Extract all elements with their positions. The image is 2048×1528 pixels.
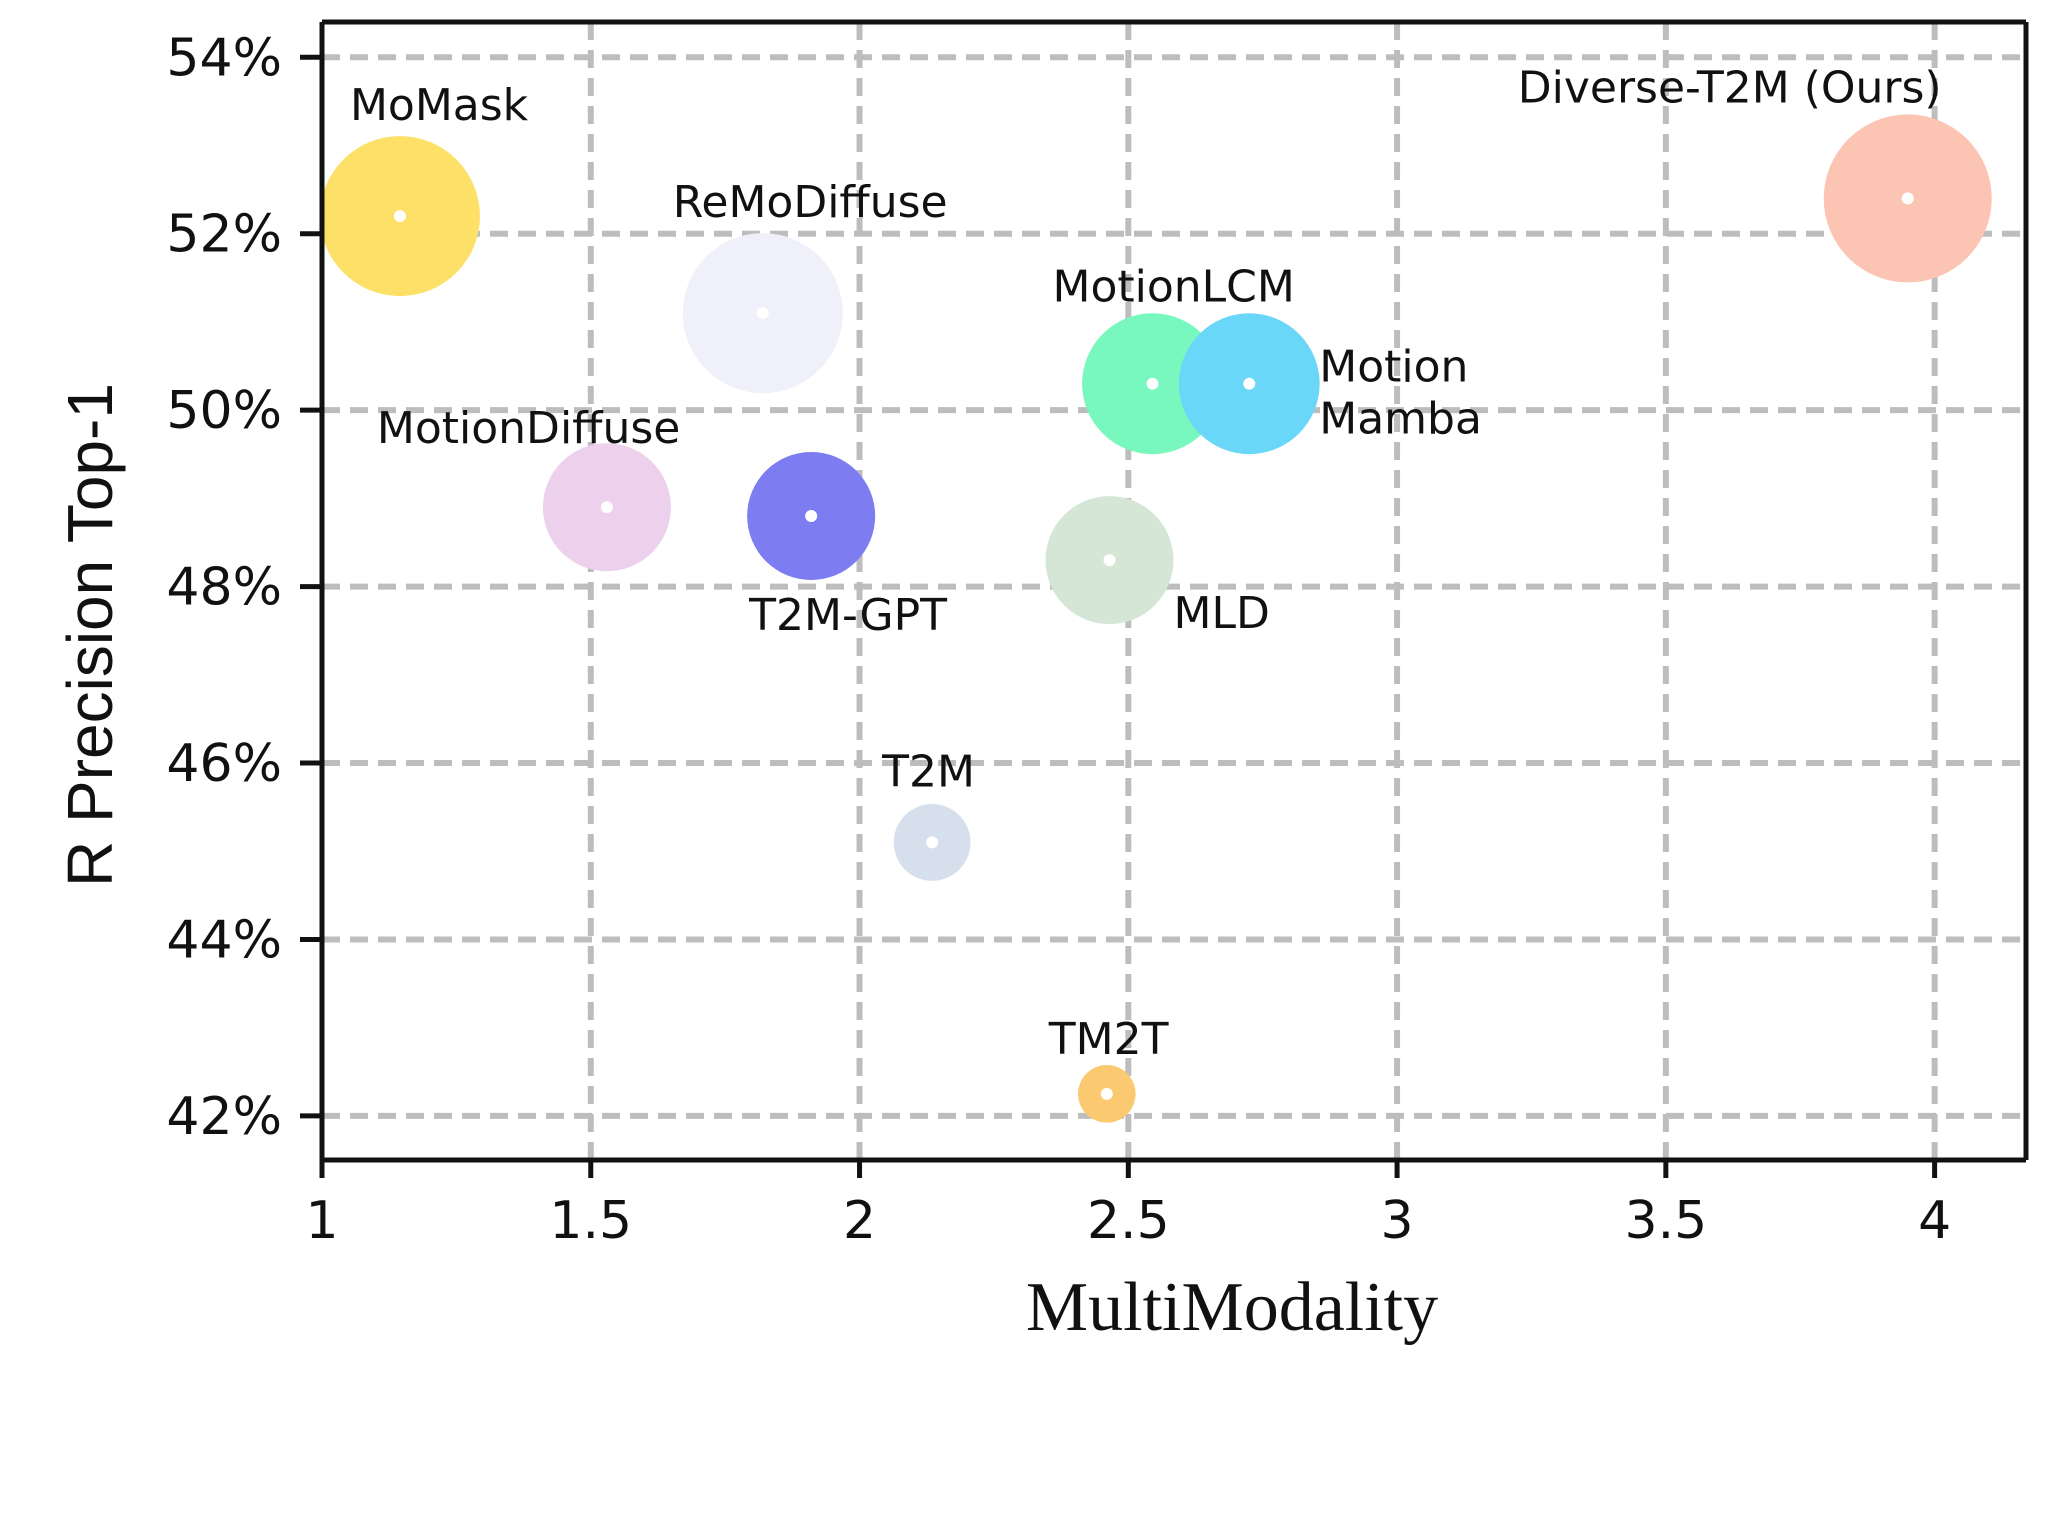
y-tick-label: 42% xyxy=(166,1087,282,1147)
label-line: MoMask xyxy=(350,80,529,131)
ticks: 1 1.5 2 2.5 3 3.5 4 42% 44% 46% 48% 50% 52% 54% xyxy=(166,28,1951,1251)
bubble-center-motionmamba xyxy=(1243,377,1256,390)
bubble-center-mld xyxy=(1103,554,1116,567)
label-line: MotionDiffuse xyxy=(377,403,680,454)
x-axis-label: MultiModality xyxy=(1026,1269,1438,1346)
label-remodiffuse: ReMoDiffuse xyxy=(673,177,948,228)
label-line: T2M-GPT xyxy=(748,590,947,641)
y-tick-label: 52% xyxy=(166,205,282,265)
bubble-center-t2m-gpt xyxy=(805,510,818,523)
bubble-center-motiondiffuse xyxy=(600,501,613,514)
bubble-center-momask xyxy=(393,210,406,223)
label-momask: MoMask xyxy=(350,80,529,131)
bubble-center-diverse-t2m xyxy=(1901,192,1914,205)
label-tm2t: TM2T xyxy=(1048,1014,1169,1065)
label-diverse-t2m: Diverse-T2M (Ours) xyxy=(1518,62,1942,113)
x-tick-label: 3 xyxy=(1381,1191,1414,1251)
label-line: ReMoDiffuse xyxy=(673,177,948,228)
bubble-center-motionlcm xyxy=(1146,377,1159,390)
x-tick-label: 2 xyxy=(843,1191,876,1251)
label-line: MotionLCM xyxy=(1052,262,1294,313)
x-tick-label: 3.5 xyxy=(1624,1191,1707,1251)
y-tick-label: 48% xyxy=(166,558,282,618)
y-axis-label: R Precision Top-1 xyxy=(54,383,126,887)
x-tick-label: 4 xyxy=(1918,1191,1951,1251)
x-tick-label: 1 xyxy=(305,1191,338,1251)
x-tick-label: 2.5 xyxy=(1087,1191,1170,1251)
label-t2m-gpt: T2M-GPT xyxy=(748,590,947,641)
x-tick-label: 1.5 xyxy=(549,1191,632,1251)
bubble-center-remodiffuse xyxy=(756,307,769,320)
label-line: Diverse-T2M (Ours) xyxy=(1518,62,1942,113)
y-tick-label: 54% xyxy=(166,28,282,88)
label-line: Motion xyxy=(1319,342,1468,393)
label-mld: MLD xyxy=(1173,588,1269,639)
label-t2m: T2M xyxy=(881,746,975,797)
axes xyxy=(319,19,2029,1163)
label-motiondiffuse: MotionDiffuse xyxy=(377,403,680,454)
label-motionlcm: MotionLCM xyxy=(1052,262,1294,313)
label-line: TM2T xyxy=(1048,1014,1169,1065)
label-line: Mamba xyxy=(1319,394,1482,445)
y-tick-label: 44% xyxy=(166,910,282,970)
label-line: MLD xyxy=(1173,588,1269,639)
label-motionmamba: Motion Mamba xyxy=(1319,342,1482,445)
bubble-center-tm2t xyxy=(1100,1087,1113,1100)
label-line: T2M xyxy=(881,746,975,797)
y-tick-label: 50% xyxy=(166,381,282,441)
y-tick-label: 46% xyxy=(166,734,282,794)
bubbles xyxy=(319,114,1992,1123)
bubble-center-t2m xyxy=(926,836,939,849)
